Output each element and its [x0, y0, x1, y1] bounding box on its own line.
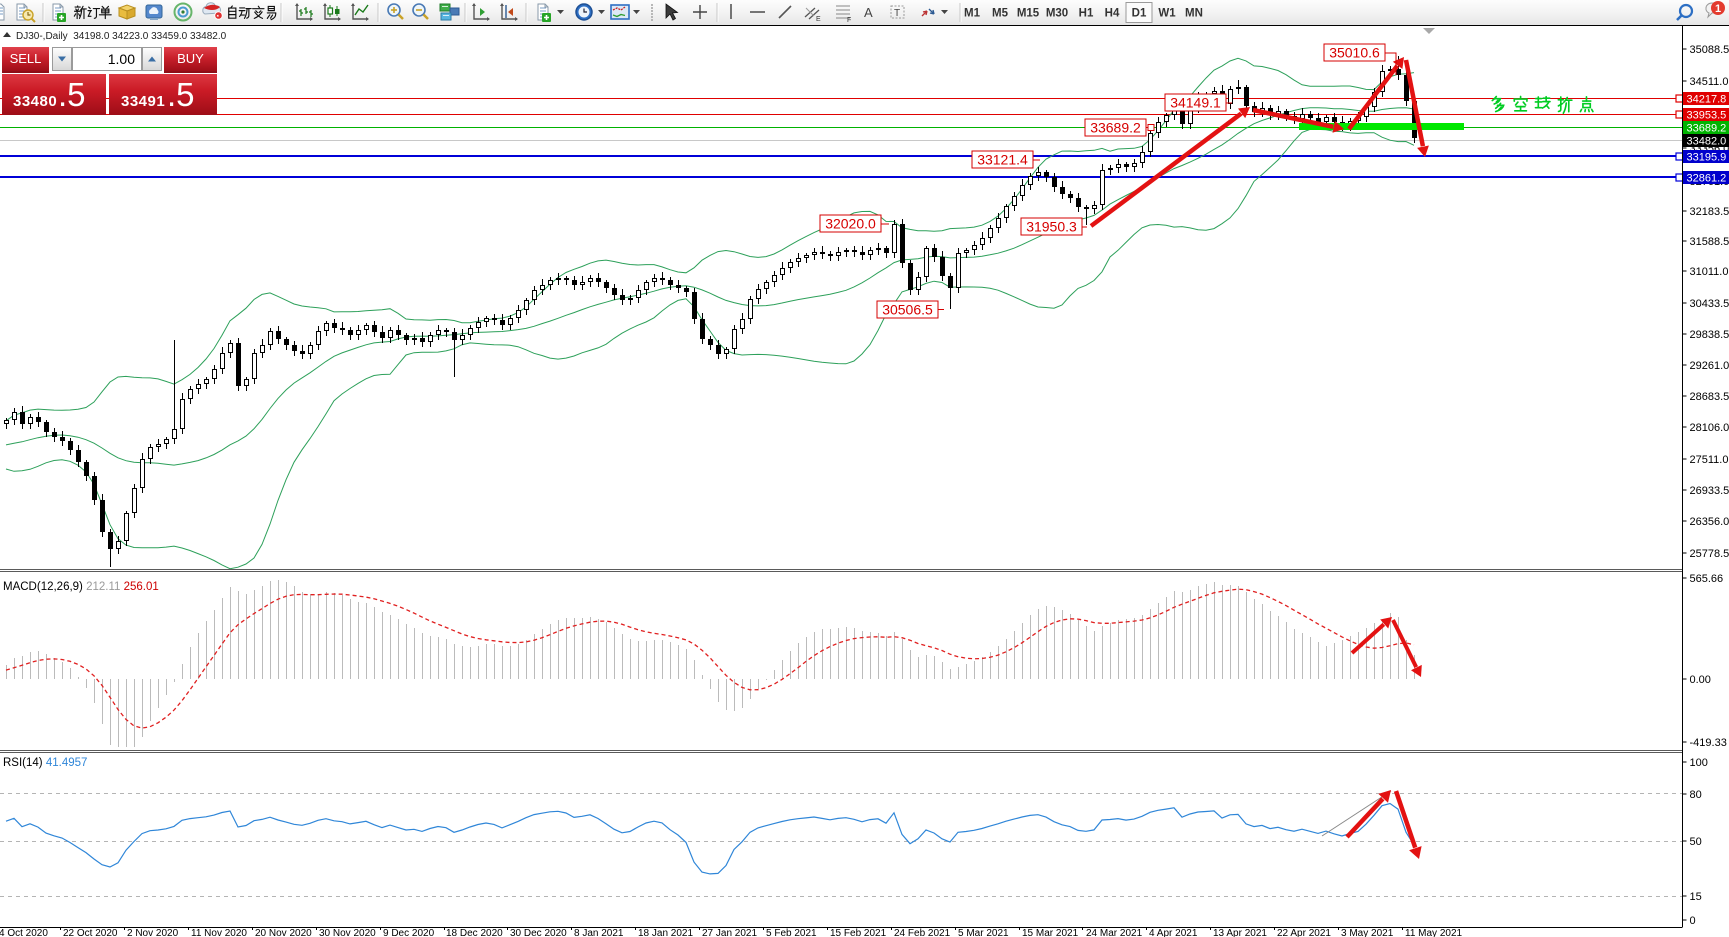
svg-text:0.00: 0.00 [1690, 674, 1711, 686]
svg-text:32861.2: 32861.2 [1687, 173, 1727, 185]
svg-text:33953.5: 33953.5 [1687, 110, 1727, 122]
svg-text:33689.2: 33689.2 [1687, 123, 1727, 135]
svg-text:31950.3: 31950.3 [1026, 219, 1077, 235]
svg-text:30433.5: 30433.5 [1690, 298, 1729, 310]
svg-text:33195.9: 33195.9 [1687, 152, 1727, 164]
svg-text:MACD(12,26,9) 212.11 256.01: MACD(12,26,9) 212.11 256.01 [3, 581, 159, 593]
svg-text:22 Oct 2020: 22 Oct 2020 [63, 928, 118, 937]
svg-text:E: E [816, 16, 821, 23]
svg-text:H4: H4 [1105, 8, 1120, 20]
svg-text:MN: MN [1185, 8, 1203, 20]
svg-text:24 Feb 2021: 24 Feb 2021 [894, 928, 951, 937]
svg-text:4 Apr 2021: 4 Apr 2021 [1149, 928, 1198, 937]
svg-text:4 Oct 2020: 4 Oct 2020 [0, 928, 48, 937]
svg-text:9 Dec 2020: 9 Dec 2020 [383, 928, 435, 937]
svg-text:31011.0: 31011.0 [1690, 266, 1729, 278]
svg-text:32020.0: 32020.0 [825, 216, 876, 232]
svg-text:18 Dec 2020: 18 Dec 2020 [446, 928, 503, 937]
svg-text:2 Nov 2020: 2 Nov 2020 [127, 928, 179, 937]
svg-text:20 Nov 2020: 20 Nov 2020 [255, 928, 312, 937]
svg-text:5 Mar 2021: 5 Mar 2021 [958, 928, 1009, 937]
svg-text:26356.0: 26356.0 [1690, 516, 1729, 528]
svg-text:RSI(14) 41.4957: RSI(14) 41.4957 [3, 757, 87, 769]
svg-text:3 May 2021: 3 May 2021 [1341, 928, 1394, 937]
svg-text:28683.5: 28683.5 [1690, 391, 1729, 403]
svg-text:15 Mar 2021: 15 Mar 2021 [1022, 928, 1079, 937]
svg-text:80: 80 [1690, 789, 1702, 801]
svg-text:30 Dec 2020: 30 Dec 2020 [510, 928, 567, 937]
svg-text:13 Apr 2021: 13 Apr 2021 [1213, 928, 1267, 937]
svg-text:29261.0: 29261.0 [1690, 360, 1729, 372]
svg-text:0: 0 [1690, 915, 1696, 927]
svg-text:30506.5: 30506.5 [882, 302, 933, 318]
svg-text:33482.0: 33482.0 [1687, 136, 1727, 148]
svg-text:15 Feb 2021: 15 Feb 2021 [830, 928, 887, 937]
svg-text:29838.5: 29838.5 [1690, 329, 1729, 341]
svg-text:11 Nov 2020: 11 Nov 2020 [191, 928, 247, 937]
svg-text:34149.1: 34149.1 [1170, 95, 1221, 111]
svg-text:-419.33: -419.33 [1690, 737, 1727, 749]
svg-text:33121.4: 33121.4 [977, 152, 1028, 168]
svg-text:33689.2: 33689.2 [1090, 120, 1141, 136]
svg-text:M15: M15 [1017, 8, 1040, 20]
svg-text:D1: D1 [1132, 8, 1147, 20]
svg-text:26933.5: 26933.5 [1690, 485, 1729, 497]
svg-text:34511.0: 34511.0 [1690, 76, 1729, 88]
svg-text:22 Apr 2021: 22 Apr 2021 [1277, 928, 1331, 937]
svg-text:31588.5: 31588.5 [1690, 236, 1729, 248]
svg-text:5 Feb 2021: 5 Feb 2021 [766, 928, 817, 937]
svg-text:11 May 2021: 11 May 2021 [1405, 928, 1463, 937]
svg-text:34217.8: 34217.8 [1687, 94, 1727, 106]
svg-text:H1: H1 [1079, 8, 1094, 20]
svg-text:T: T [894, 8, 900, 19]
svg-text:F: F [847, 17, 851, 24]
svg-text:32183.5: 32183.5 [1690, 206, 1729, 218]
svg-text:100: 100 [1690, 757, 1708, 769]
svg-text:35010.6: 35010.6 [1329, 45, 1380, 61]
svg-text:27 Jan 2021: 27 Jan 2021 [702, 928, 757, 937]
svg-text:27511.0: 27511.0 [1690, 454, 1729, 466]
svg-text:565.66: 565.66 [1690, 573, 1724, 585]
svg-text:24 Mar 2021: 24 Mar 2021 [1086, 928, 1143, 937]
svg-text:1: 1 [1715, 3, 1721, 15]
svg-text:50: 50 [1690, 836, 1702, 848]
svg-text:M5: M5 [992, 8, 1009, 20]
svg-text:8 Jan 2021: 8 Jan 2021 [574, 928, 624, 937]
svg-text:W1: W1 [1158, 8, 1176, 20]
svg-text:18 Jan 2021: 18 Jan 2021 [638, 928, 693, 937]
svg-text:15: 15 [1690, 891, 1702, 903]
svg-text:M1: M1 [964, 8, 981, 20]
svg-text:35088.5: 35088.5 [1690, 44, 1729, 56]
svg-text:A: A [864, 5, 873, 20]
svg-text:25778.5: 25778.5 [1690, 548, 1729, 560]
svg-text:M30: M30 [1046, 8, 1068, 20]
svg-text:30 Nov 2020: 30 Nov 2020 [319, 928, 376, 937]
svg-text:28106.0: 28106.0 [1690, 422, 1729, 434]
